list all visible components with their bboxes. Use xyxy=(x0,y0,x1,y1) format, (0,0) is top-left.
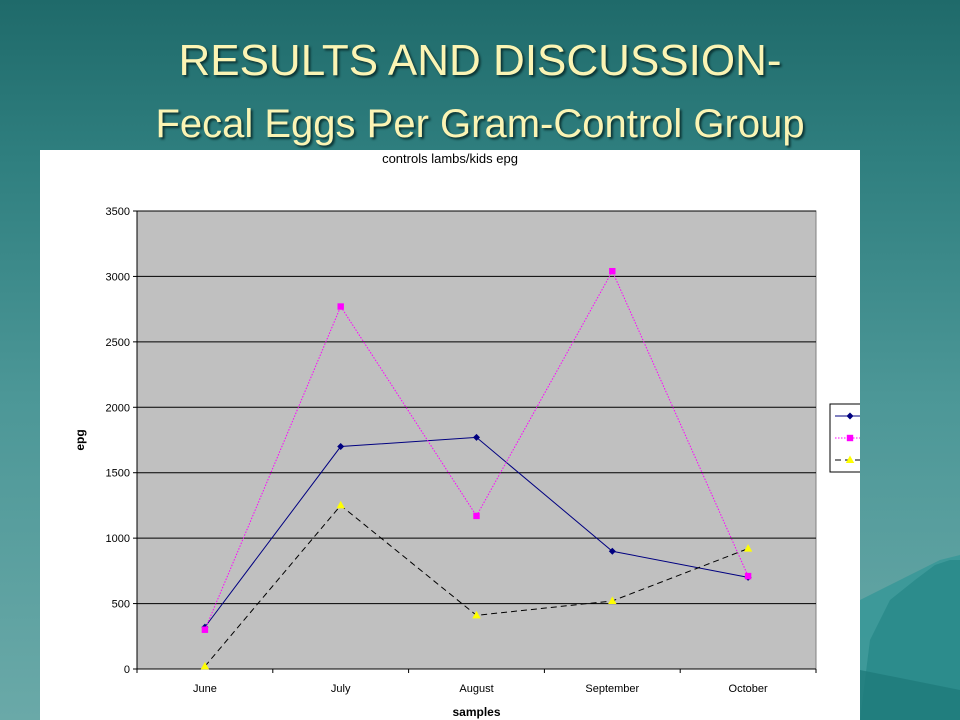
slide-title: RESULTS AND DISCUSSION- xyxy=(178,36,782,85)
x-tick-label: July xyxy=(331,683,351,695)
data-point xyxy=(337,303,344,310)
slide-subtitle: Fecal Eggs Per Gram-Control Group xyxy=(155,102,805,146)
series-dorsets xyxy=(201,267,752,633)
x-tick-label: June xyxy=(193,683,217,695)
data-point xyxy=(473,433,480,441)
y-tick-label: 2000 xyxy=(106,402,130,414)
y-tick-label: 1000 xyxy=(106,533,130,545)
data-point xyxy=(609,267,616,275)
y-tick-label: 0 xyxy=(124,664,130,676)
data-point xyxy=(608,547,616,555)
data-point xyxy=(200,661,210,670)
data-point xyxy=(201,626,209,633)
data-point xyxy=(337,443,345,451)
series-boers xyxy=(200,500,753,670)
y-tick-label: 2500 xyxy=(106,337,130,349)
gridlines xyxy=(137,210,816,605)
x-axis-ticks: June July August September October xyxy=(136,669,817,695)
data-point xyxy=(336,500,345,509)
y-axis-label: epg xyxy=(73,429,87,450)
y-tick-label: 500 xyxy=(112,599,130,611)
data-point xyxy=(473,512,480,520)
y-tick-label: 3000 xyxy=(106,271,130,283)
x-axis-label: samples xyxy=(452,705,500,719)
legend-marker xyxy=(846,412,854,420)
chart-title: controls lambs/kids epg xyxy=(382,151,518,166)
chart-container: controls lambs/kids epg 0 500 1000 1500 2000… xyxy=(40,150,860,720)
data-point xyxy=(744,572,752,580)
line-chart: 0 500 1000 1500 2000 2500 3000 3500 June July Aug… xyxy=(73,206,860,719)
legend: katahdins dorsets boers xyxy=(829,403,860,473)
legend-item-dorsets: dorsets xyxy=(835,434,860,442)
legend-marker xyxy=(845,455,855,463)
y-tick-label: 1500 xyxy=(106,468,130,480)
legend-marker xyxy=(846,434,854,442)
x-tick-label: October xyxy=(729,683,768,695)
y-tick-label: 3500 xyxy=(106,206,130,218)
x-tick-label: September xyxy=(585,683,639,695)
data-point xyxy=(472,610,481,619)
data-point xyxy=(743,544,753,552)
y-axis-ticks: 0 500 1000 1500 2000 2500 3000 3500 xyxy=(106,206,816,676)
series-group xyxy=(200,267,753,670)
data-point xyxy=(608,596,617,604)
legend-item-katahdins: katahdins xyxy=(835,412,860,420)
legend-item-boers: boers xyxy=(835,455,860,463)
x-tick-label: August xyxy=(459,683,493,695)
